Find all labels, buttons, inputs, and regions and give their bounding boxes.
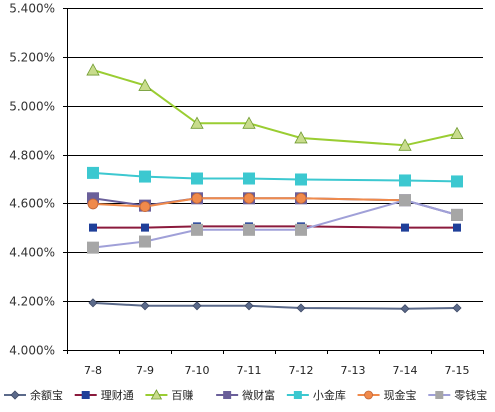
data-point: [400, 304, 410, 314]
legend-swatch-marker: [81, 391, 90, 399]
data-point: [452, 303, 462, 313]
data-point: [243, 192, 255, 204]
data-point: [296, 303, 306, 313]
axes: [63, 8, 484, 354]
data-point: [451, 208, 463, 221]
series-lines: [86, 63, 464, 314]
series-6: [87, 194, 463, 254]
y-tick-label: 5.200%: [9, 51, 55, 65]
data-point: [192, 301, 202, 311]
legend-label: 零钱宝: [454, 388, 487, 402]
data-point: [294, 131, 308, 144]
legend-swatch-marker: [364, 390, 373, 400]
x-tick-label: 7-8: [84, 364, 102, 377]
data-point: [140, 301, 150, 311]
data-point: [453, 223, 461, 232]
data-point: [295, 223, 307, 236]
data-point: [295, 173, 307, 186]
legend-swatch-marker: [150, 389, 163, 400]
legend-label: 微财富: [242, 388, 275, 402]
data-point: [87, 241, 99, 254]
data-point: [87, 166, 99, 179]
x-tick-label: 7-15: [445, 364, 470, 377]
data-point: [191, 192, 203, 204]
data-point: [191, 172, 203, 185]
data-point: [139, 201, 151, 213]
legend: 余额宝 理财通 百赚 微财富 小金库 现金宝 零钱宝: [4, 388, 487, 402]
data-point: [398, 138, 412, 151]
x-tick-label: 7-12: [289, 364, 314, 377]
data-point: [450, 126, 464, 139]
legend-label: 现金宝: [384, 388, 417, 402]
data-point: [295, 192, 307, 204]
y-tick-label: 4.800%: [9, 149, 55, 163]
legend-item: 微财富: [216, 388, 275, 402]
legend-item: 余额宝: [4, 388, 63, 402]
legend-swatch-marker: [435, 391, 444, 399]
legend-item: 现金宝: [357, 388, 417, 402]
legend-item: 理财通: [74, 388, 134, 402]
data-point: [244, 301, 254, 311]
series-line: [92, 197, 406, 208]
data-point: [139, 170, 151, 183]
legend-label: 小金库: [313, 388, 346, 402]
series-2: [86, 63, 464, 151]
y-tick-label: 5.400%: [9, 2, 55, 16]
series-5: [87, 192, 411, 213]
x-tick-labels: 7-8 7-9 7-10 7-11 7-12 7-13 7-14 7-15: [84, 364, 469, 377]
legend-swatch-marker: [293, 391, 302, 399]
data-point: [139, 235, 151, 248]
x-tick-label: 7-9: [136, 364, 154, 377]
data-point: [242, 116, 256, 129]
data-point: [138, 78, 152, 91]
legend-label: 理财通: [101, 388, 134, 402]
y-tick-label: 4.600%: [9, 197, 55, 211]
data-point: [89, 223, 97, 232]
series-4: [87, 166, 463, 188]
data-point: [87, 198, 99, 210]
data-point: [191, 223, 203, 236]
legend-item: 小金库: [286, 388, 346, 402]
x-tick-label: 7-14: [393, 364, 418, 377]
legend-swatch-marker: [223, 391, 232, 399]
series-line: [92, 69, 458, 147]
data-point: [399, 194, 411, 207]
y-tick-labels: 4.000% 4.200% 4.400% 4.600% 4.800% 5.000% 5.20…: [9, 2, 55, 358]
legend-item: 百赚: [145, 388, 193, 402]
data-point: [141, 223, 149, 232]
legend-label: 余额宝: [30, 388, 63, 402]
data-point: [399, 174, 411, 187]
legend-label: 百赚: [171, 388, 193, 402]
y-tick-label: 4.000%: [9, 344, 55, 358]
x-tick-label: 7-11: [237, 364, 262, 377]
y-tick-label: 4.200%: [9, 295, 55, 309]
legend-item: 零钱宝: [428, 388, 487, 402]
x-tick-label: 7-13: [341, 364, 366, 377]
data-point: [243, 223, 255, 236]
legend-swatch-marker: [10, 390, 20, 400]
series-0: [88, 298, 462, 314]
data-point: [451, 175, 463, 188]
data-point: [190, 116, 204, 129]
data-point: [243, 172, 255, 185]
grid: [67, 8, 483, 302]
y-tick-label: 5.000%: [9, 100, 55, 114]
y-tick-label: 4.400%: [9, 246, 55, 260]
data-point: [86, 63, 100, 76]
x-tick-label: 7-10: [185, 364, 210, 377]
data-point: [88, 298, 98, 308]
data-point: [401, 223, 409, 232]
